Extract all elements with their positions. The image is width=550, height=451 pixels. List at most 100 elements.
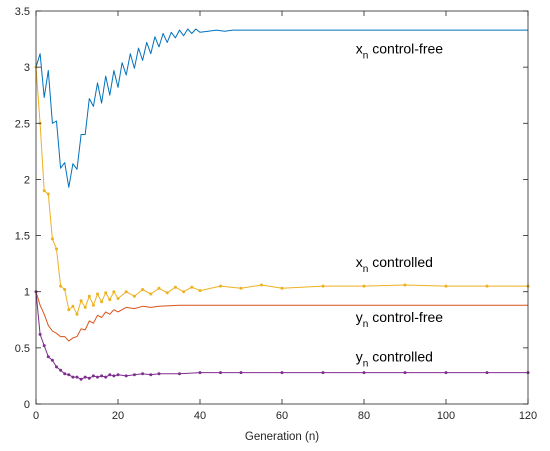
data-point-x-controlled <box>100 300 104 304</box>
y-tick-label: 2 <box>24 174 30 186</box>
data-point-x-controlled <box>108 298 112 302</box>
data-point-y-controlled <box>96 375 99 379</box>
y-tick-label: 3.5 <box>15 6 30 18</box>
data-point-x-controlled <box>219 284 222 288</box>
data-point-x-controlled <box>165 291 169 295</box>
data-point-x-controlled <box>46 192 50 196</box>
data-point-y-controlled <box>198 371 202 375</box>
data-point-y-controlled <box>403 371 407 375</box>
annotation-subscript: n <box>363 264 369 275</box>
data-point-x-controlled <box>190 285 194 289</box>
annotation-rest: controlled <box>368 254 433 270</box>
data-point-x-controlled <box>75 312 79 316</box>
data-point-x-controlled <box>42 189 46 193</box>
data-point-y-controlled <box>280 371 284 375</box>
annotation-main: y <box>356 309 363 325</box>
data-point-x-controlled <box>132 294 136 298</box>
data-point-x-controlled <box>141 288 145 291</box>
data-point-x-controlled <box>87 294 91 298</box>
data-point-x-controlled <box>362 284 366 288</box>
data-point-x-controlled <box>149 292 153 296</box>
y-tick-label: 0.5 <box>15 343 30 355</box>
annotation-rest: control-free <box>368 41 443 57</box>
x-free-label: xn control-free <box>356 41 443 62</box>
data-point-y-controlled <box>63 372 67 376</box>
data-point-x-controlled <box>83 305 87 309</box>
x-controlled-label: xn controlled <box>356 254 433 275</box>
x-tick-label: 20 <box>112 410 124 422</box>
x-tick-label: 40 <box>194 410 206 422</box>
data-point-x-controlled <box>63 288 67 291</box>
data-point-x-controlled <box>239 286 243 290</box>
series-y-free <box>35 291 528 342</box>
data-point-x-controlled <box>173 285 177 289</box>
data-point-x-controlled <box>50 237 54 241</box>
data-point-y-controlled <box>38 332 42 336</box>
data-point-x-controlled <box>321 284 325 288</box>
tick-layer: 0 20 40 60 80 100 120 0 0.5 1 1.5 2 2.5 3 3.5 <box>15 6 537 422</box>
data-point-x-controlled <box>104 291 108 295</box>
data-point-x-controlled <box>59 284 63 288</box>
data-point-y-controlled <box>178 372 181 376</box>
data-point-x-controlled <box>485 284 489 288</box>
y-tick-label: 2.5 <box>15 118 30 130</box>
data-point-y-controlled <box>444 371 448 375</box>
data-point-y-controlled <box>149 373 153 377</box>
data-point-x-controlled <box>91 303 95 307</box>
data-point-x-controlled <box>96 292 99 296</box>
data-point-y-controlled <box>219 371 222 375</box>
data-point-x-controlled <box>71 304 75 308</box>
data-point-y-controlled <box>112 374 116 378</box>
data-point-y-controlled <box>71 375 75 379</box>
data-point-y-controlled <box>67 373 71 377</box>
data-point-x-controlled <box>124 290 128 294</box>
annotation-main: y <box>356 348 363 364</box>
x-tick-label: 60 <box>276 410 288 422</box>
data-point-x-controlled <box>67 308 71 312</box>
x-tick-label: 80 <box>358 410 370 422</box>
data-point-y-controlled <box>239 371 243 375</box>
data-point-y-controlled <box>79 377 83 381</box>
data-point-y-controlled <box>46 355 50 359</box>
data-point-y-controlled <box>321 371 325 375</box>
data-point-y-controlled <box>100 374 104 378</box>
y-tick-label: 1.5 <box>15 231 30 243</box>
plot-background <box>36 11 528 404</box>
data-point-x-controlled <box>116 297 120 300</box>
data-point-y-controlled <box>87 376 91 380</box>
data-point-x-controlled <box>112 290 116 294</box>
data-point-y-controlled <box>157 372 161 376</box>
data-point-y-controlled <box>124 374 128 378</box>
data-point-y-controlled <box>50 358 54 362</box>
data-point-y-controlled <box>141 372 145 376</box>
data-point-y-controlled <box>116 373 120 377</box>
data-point-y-controlled <box>42 344 46 348</box>
annotation-rest: controlled <box>368 348 433 364</box>
series-line-y-free <box>35 291 528 342</box>
data-point-y-controlled <box>75 375 79 379</box>
x-axis-label: Generation (n) <box>245 431 319 443</box>
annotation-subscript: n <box>363 319 369 330</box>
annotation-main: x <box>356 41 363 57</box>
x-tick-label: 100 <box>437 410 455 422</box>
series-line-x-free <box>35 28 528 188</box>
data-point-x-controlled <box>198 289 202 293</box>
y-free-label: yn control-free <box>356 309 443 330</box>
data-point-y-controlled <box>55 365 58 369</box>
data-point-y-controlled <box>104 375 108 379</box>
y-tick-label: 3 <box>24 62 30 74</box>
series-layer <box>34 28 530 381</box>
data-point-y-controlled <box>362 371 366 375</box>
data-point-x-controlled <box>444 284 448 288</box>
data-point-x-controlled <box>280 286 284 290</box>
data-point-x-controlled <box>157 286 161 290</box>
data-point-x-controlled <box>79 299 83 303</box>
data-point-x-controlled <box>260 283 263 287</box>
annotation-rest: control-free <box>368 309 443 325</box>
data-point-y-controlled <box>132 373 136 377</box>
data-point-x-controlled <box>182 290 186 294</box>
y-tick-label: 0 <box>24 399 30 411</box>
y-controlled-label: yn controlled <box>356 348 433 369</box>
